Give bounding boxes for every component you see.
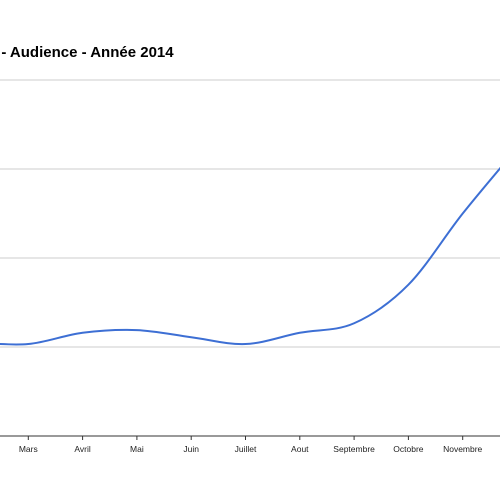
- x-tick-label-Avril: Avril: [74, 444, 90, 454]
- x-tick-label-Juillet: Juillet: [235, 444, 257, 454]
- x-tick-labels: Mars Avril Mai Juin Juillet Aout Septembre Octo…: [19, 436, 483, 454]
- grid-lines: [0, 79, 500, 348]
- x-tick-label-Novembre: Novembre: [443, 444, 482, 454]
- series-group: [0, 166, 500, 346]
- series-line-0: [0, 166, 500, 346]
- x-tick-label-Septembre: Septembre: [333, 444, 375, 454]
- x-tick-label-Mars: Mars: [19, 444, 38, 454]
- x-tick-label-Aout: Aout: [291, 444, 309, 454]
- chart-title: h - Audience - Année 2014: [0, 44, 174, 61]
- x-tick-label-Octobre: Octobre: [393, 444, 424, 454]
- x-tick-label-Juin: Juin: [183, 444, 199, 454]
- x-tick-label-Mai: Mai: [130, 444, 144, 454]
